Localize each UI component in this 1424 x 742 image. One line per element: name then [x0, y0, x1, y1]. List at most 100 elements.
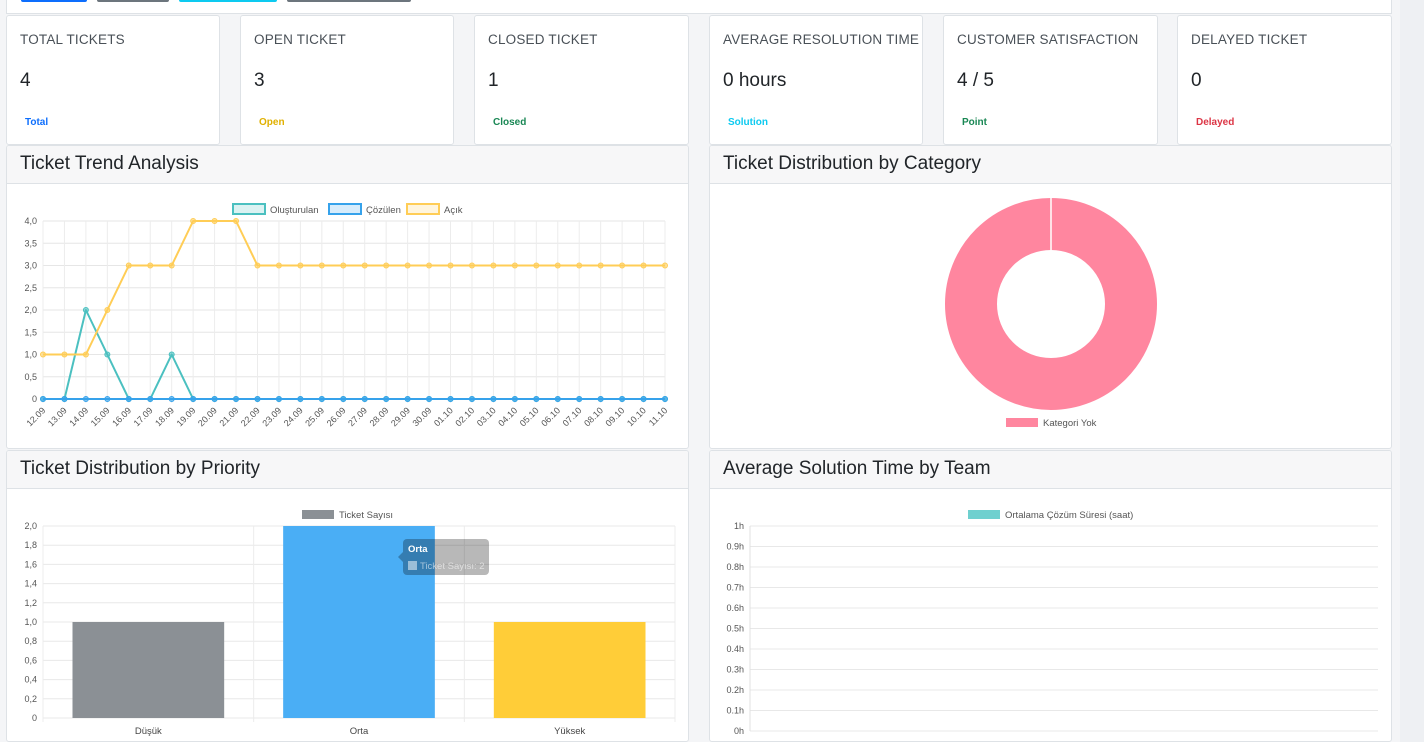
- legend-swatch: [1006, 418, 1038, 427]
- data-point: [190, 396, 197, 402]
- x-tick-label: 11.10: [647, 405, 670, 428]
- data-point: [147, 396, 154, 402]
- y-tick-label: 3,5: [24, 238, 37, 248]
- x-tick-label: 24.09: [282, 405, 305, 428]
- priority-bar-chart[interactable]: Ticket Sayısı 0 0,2 0,4 0,6 0,8 1,0 1,2 1,4 1,6 1,…: [7, 489, 689, 742]
- x-tick-label: 06.10: [539, 405, 562, 428]
- y-tick-label: 0.8h: [726, 562, 744, 572]
- data-point: [233, 218, 240, 224]
- x-tick-label: 13.09: [46, 405, 69, 428]
- data-point: [533, 262, 540, 269]
- x-tick-label: 27.09: [346, 405, 369, 428]
- toolbar-strip: [6, 0, 1392, 14]
- data-point: [383, 262, 390, 269]
- y-tick-label: 0.4h: [726, 644, 744, 654]
- y-tick-label: 0.7h: [726, 583, 744, 593]
- tooltip-label: Ticket Sayısı: 2: [420, 561, 485, 572]
- y-tick-label: 0.2h: [726, 685, 744, 695]
- y-tick-label: 0.3h: [726, 665, 744, 675]
- y-tick-label: 1h: [734, 521, 744, 531]
- stat-title: DELAYED TICKET: [1191, 32, 1308, 47]
- toolbar-button-3[interactable]: [179, 0, 277, 2]
- y-tick-label: 1,0: [24, 617, 37, 627]
- toolbar-button-1[interactable]: [21, 0, 87, 2]
- y-tick-label: 0: [32, 713, 37, 723]
- data-point: [404, 262, 411, 269]
- x-tick-label: 26.09: [325, 405, 348, 428]
- data-point: [447, 396, 454, 402]
- y-tick-label: 0h: [734, 726, 744, 736]
- data-point: [554, 396, 561, 402]
- data-point: [190, 218, 197, 224]
- team-bar-chart[interactable]: Ortalama Çözüm Süresi (saat) 0h 0.1h 0.2h 0.…: [710, 489, 1392, 742]
- x-tick-label: Orta: [350, 726, 369, 737]
- data-point: [297, 262, 304, 269]
- data-point: [147, 262, 154, 269]
- x-tick-label: 07.10: [561, 405, 584, 428]
- x-tick-label: Yüksek: [554, 726, 585, 737]
- x-tick-label: 18.09: [153, 405, 176, 428]
- y-tick-label: 1,2: [24, 598, 37, 608]
- data-point: [554, 262, 561, 269]
- data-point: [61, 396, 68, 402]
- x-tick-label: 12.09: [24, 405, 47, 428]
- legend-label: Açık: [444, 205, 463, 216]
- x-tick-label: 15.09: [89, 405, 112, 428]
- y-tick-label: 3,0: [24, 261, 37, 271]
- data-point: [490, 396, 497, 402]
- x-tick-label: 29.09: [389, 405, 412, 428]
- y-tick-label: 1,0: [24, 350, 37, 360]
- data-point: [511, 262, 518, 269]
- tooltip-title: Orta: [408, 544, 428, 555]
- y-tick-label: 0.9h: [726, 542, 744, 552]
- data-point: [468, 262, 475, 269]
- data-point: [361, 262, 368, 269]
- panel-category: Ticket Distribution by Category Kategori…: [709, 145, 1392, 449]
- legend-swatch: [968, 510, 1000, 519]
- category-donut-chart[interactable]: Kategori Yok: [710, 184, 1392, 449]
- data-point: [104, 351, 111, 358]
- legend-label: Çözülen: [366, 205, 401, 216]
- x-tick-label: 17.09: [132, 405, 155, 428]
- stat-card-delayed: DELAYED TICKET 0 Delayed: [1177, 15, 1392, 145]
- data-point: [104, 307, 111, 313]
- bar: [72, 622, 225, 718]
- data-point: [275, 396, 282, 402]
- data-point: [404, 396, 411, 402]
- data-point: [168, 262, 175, 269]
- scrollbar-track[interactable]: [1400, 0, 1424, 742]
- stat-value: 4 / 5: [957, 70, 994, 91]
- data-point: [597, 396, 604, 402]
- stat-badge: Delayed: [1196, 117, 1235, 128]
- toolbar-button-4[interactable]: [287, 0, 411, 2]
- stat-badge: Closed: [493, 117, 527, 128]
- data-point: [511, 396, 518, 402]
- stat-card-open: OPEN TICKET 3 Open: [240, 15, 454, 145]
- stat-value: 0 hours: [723, 70, 787, 91]
- y-tick-label: 0: [32, 394, 37, 404]
- stat-badge: Point: [962, 117, 987, 128]
- series-line: [43, 220, 665, 356]
- stat-badge: Total: [25, 117, 49, 128]
- data-point: [447, 262, 454, 269]
- y-tick-label: 0,2: [24, 694, 37, 704]
- panel-priority: Ticket Distribution by Priority Ticket S…: [6, 450, 689, 742]
- stat-card-closed: CLOSED TICKET 1 Closed: [474, 15, 689, 145]
- x-tick-label: 10.10: [625, 405, 648, 428]
- stat-value: 3: [254, 70, 265, 91]
- stat-badge: Solution: [728, 117, 768, 128]
- stat-card-satisfaction: CUSTOMER SATISFACTION 4 / 5 Point: [943, 15, 1158, 145]
- y-tick-label: 1,6: [24, 559, 37, 569]
- tooltip-arrow: [398, 552, 403, 562]
- data-point: [619, 262, 626, 269]
- x-tick-label: 04.10: [496, 405, 519, 428]
- legend-swatch: [328, 203, 362, 215]
- stat-title: CLOSED TICKET: [488, 32, 598, 47]
- y-tick-label: 1,5: [24, 327, 37, 337]
- toolbar-button-2[interactable]: [97, 0, 169, 2]
- data-point: [275, 262, 282, 269]
- x-tick-label: 09.10: [604, 405, 627, 428]
- stat-title: CUSTOMER SATISFACTION: [957, 32, 1139, 47]
- trend-line-chart[interactable]: Oluşturulan Çözülen Açık 0 0,5 1,0 1,5 2,0 2,5 3,…: [7, 184, 689, 449]
- x-tick-label: 30.09: [410, 405, 433, 428]
